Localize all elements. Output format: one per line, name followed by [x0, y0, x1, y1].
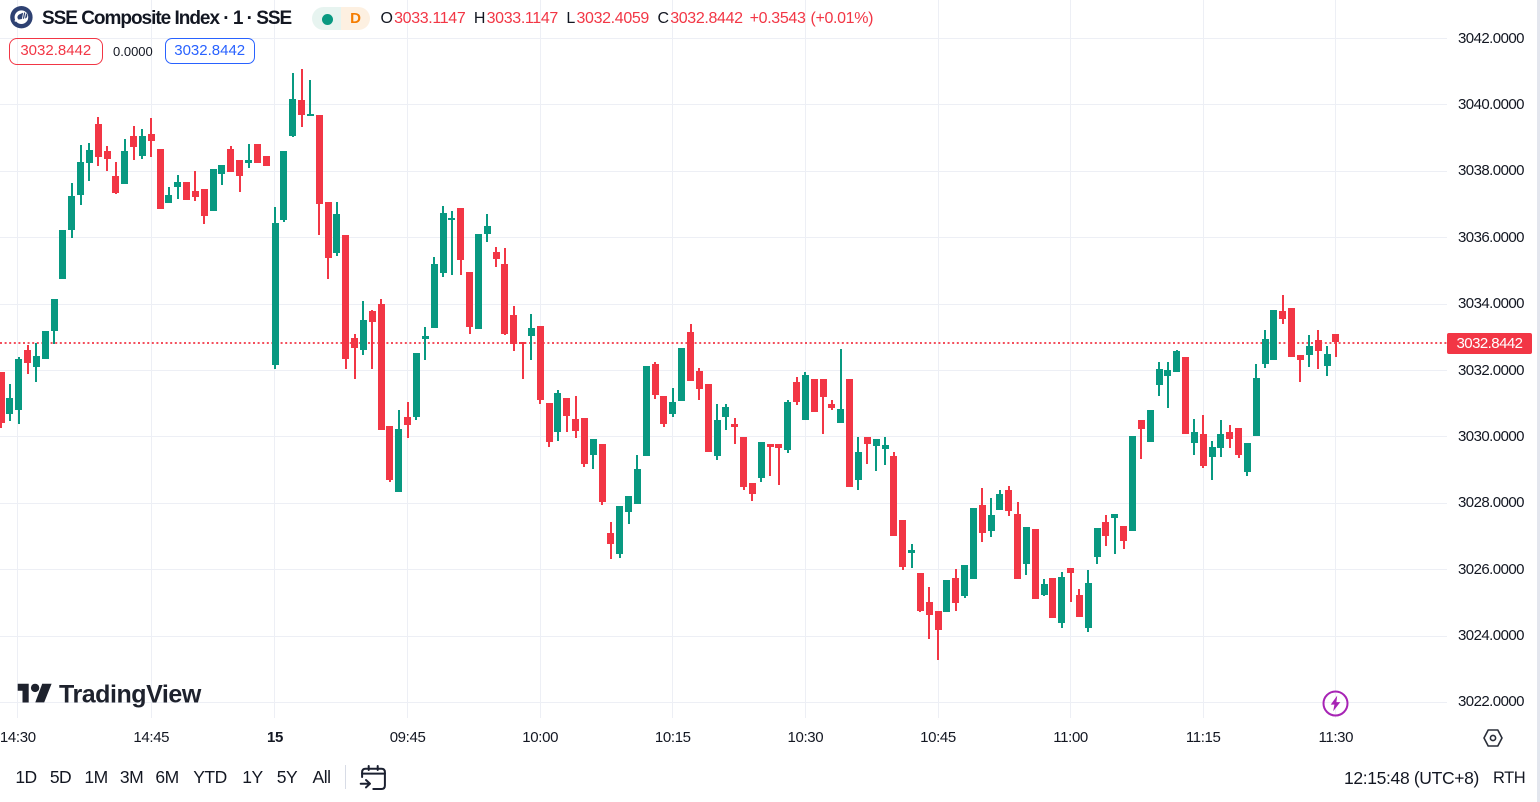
- svg-text:TradingView: TradingView: [59, 681, 202, 708]
